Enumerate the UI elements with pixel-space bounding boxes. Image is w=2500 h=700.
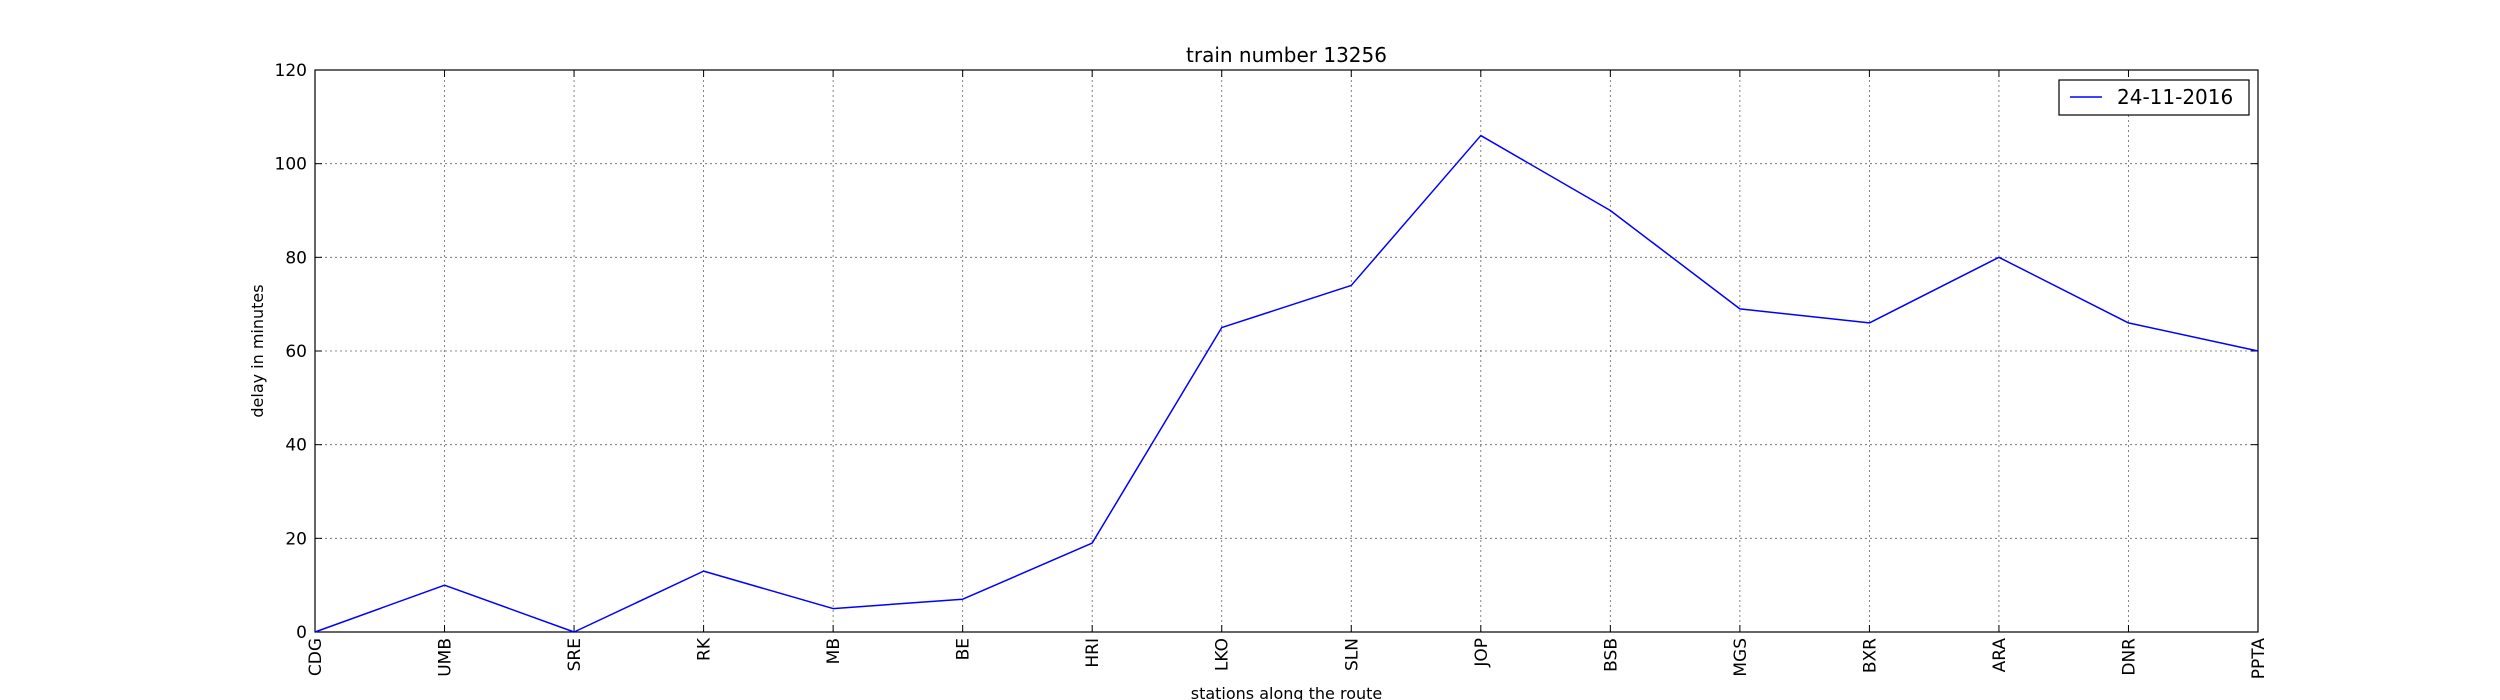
series-line	[314, 134, 2259, 633]
y-tick-label: 80	[285, 248, 307, 268]
y-axis: 0 20 40 60 80 100 120	[275, 61, 2258, 643]
y-tick-label: 20	[285, 529, 307, 549]
x-tick-label: ARA	[1990, 638, 2010, 673]
grid	[315, 70, 2258, 632]
legend-label: 24-11-2016	[2117, 85, 2233, 109]
x-tick-label: SLN	[1342, 638, 1362, 671]
x-tick-label: RK	[695, 637, 715, 661]
x-tick-label: HRI	[1083, 638, 1103, 668]
x-tick-label: LKO	[1213, 638, 1233, 671]
x-tick-label: BXR	[1860, 638, 1880, 673]
x-tick-label: SRE	[565, 638, 585, 671]
y-axis-label: delay in minutes	[248, 284, 267, 417]
legend: 24-11-2016	[2058, 79, 2250, 116]
x-tick-label: MGS	[1731, 638, 1751, 677]
x-axis-label: stations along the route	[1191, 684, 1383, 700]
x-tick-label: BE	[954, 638, 974, 660]
x-tick-label: PPTA	[2249, 638, 2269, 680]
y-tick-label: 100	[275, 155, 307, 175]
x-tick-label: JOP	[1472, 638, 1492, 668]
y-tick-label: 60	[285, 342, 307, 362]
y-tick-label: 120	[275, 61, 307, 81]
series-layer	[314, 134, 2259, 633]
y-tick-label: 0	[296, 623, 307, 643]
x-tick-label: MB	[824, 638, 844, 664]
x-tick-label: BSB	[1601, 638, 1621, 672]
x-axis: CDG UMB SRE RK MB BE HRI LKO SLN JOP BSB MGS BXR ARA D…	[306, 70, 2269, 679]
x-tick-label: CDG	[306, 638, 326, 676]
x-tick-label: UMB	[436, 638, 456, 677]
x-tick-label: DNR	[2119, 638, 2139, 676]
chart-title: train number 13256	[1186, 43, 1387, 67]
y-tick-label: 40	[285, 436, 307, 456]
